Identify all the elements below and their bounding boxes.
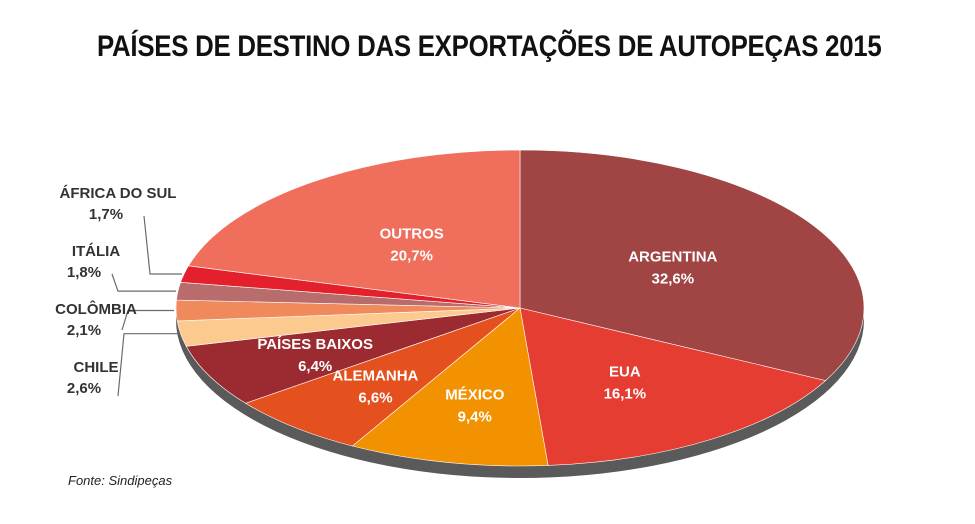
leader-lines: [111, 215, 183, 397]
chart-title: PAÍSES DE DESTINO DAS EXPORTAÇÕES DE AUT…: [97, 30, 882, 63]
leader-line-africa-do-sul: [143, 215, 183, 275]
slice-alemanha: [244, 307, 521, 447]
slice-value-alemanha: 6,6%: [358, 389, 392, 406]
slice-label-outros: OUTROS: [380, 226, 444, 243]
source-note: Fonte: Sindipeças: [68, 473, 173, 488]
slice-labels: ARGENTINA 32,6% EUA 16,1% MÉXICO 9,4% ALEMANHA…: [55, 185, 717, 426]
slice-label-eua: EUA: [609, 363, 641, 380]
outside-label-italia: ITÁLIA: [72, 243, 120, 260]
slice-mexico: [351, 307, 549, 467]
slice-paises-baixos: [185, 307, 521, 404]
slice-label-alemanha: ALEMANHA: [333, 367, 419, 384]
outside-label-chile: CHILE: [74, 359, 119, 376]
outside-value-chile: 2,6%: [67, 380, 101, 397]
slice-value-eua: 16,1%: [604, 385, 647, 402]
pie-slices: [175, 149, 865, 467]
leader-line-colombia: [121, 309, 175, 331]
slice-outros: [187, 149, 521, 309]
slice-label-paises-baixos: PAÍSES BAIXOS: [257, 336, 373, 353]
outside-value-italia: 1,8%: [67, 264, 101, 281]
outside-value-africa-do-sul: 1,7%: [89, 206, 123, 223]
slice-value-paises-baixos: 6,4%: [298, 358, 332, 375]
outside-value-colombia: 2,1%: [67, 322, 101, 339]
slice-argentina: [519, 149, 865, 381]
slice-value-argentina: 32,6%: [652, 270, 695, 287]
leader-line-chile: [117, 333, 179, 397]
outside-label-africa-do-sul: ÁFRICA DO SUL: [60, 185, 177, 202]
outside-label-colombia: COLÔMBIA: [55, 300, 137, 318]
slice-value-mexico: 9,4%: [458, 409, 492, 426]
slice-value-outros: 20,7%: [390, 248, 433, 265]
leader-line-italia: [111, 273, 176, 292]
slice-eua: [519, 307, 827, 466]
slice-label-argentina: ARGENTINA: [628, 248, 717, 265]
slice-label-mexico: MÉXICO: [445, 387, 505, 404]
